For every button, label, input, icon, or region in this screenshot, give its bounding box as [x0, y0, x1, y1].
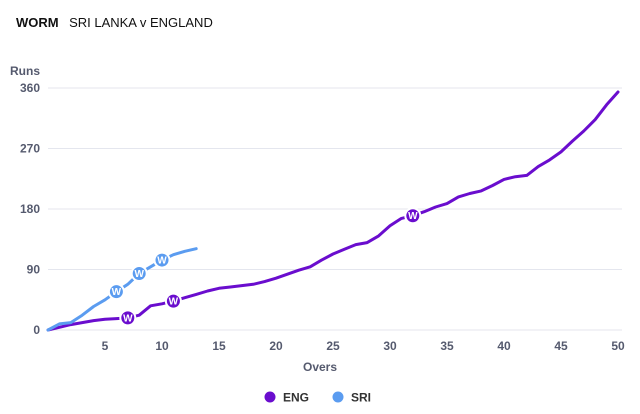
- x-tick-label: 10: [155, 339, 169, 353]
- wicket-label: W: [157, 256, 167, 267]
- chart-title-rest: SRI LANKA v ENGLAND: [69, 15, 213, 30]
- legend-item-eng[interactable]: ENG: [264, 391, 310, 405]
- wicket-marker-sri: W: [107, 283, 125, 301]
- y-tick-label: 90: [27, 263, 41, 277]
- wicket-label: W: [123, 313, 133, 324]
- y-tick-label: 270: [20, 142, 40, 156]
- legend: ENG SRI: [264, 391, 372, 405]
- series-lines: [46, 90, 620, 332]
- x-tick-label: 35: [440, 339, 454, 353]
- legend-label: ENG: [283, 391, 309, 405]
- x-tick-label: 45: [554, 339, 568, 353]
- x-axis-ticks: 5 10 15 20 25 30 35 40 45 50: [102, 339, 625, 353]
- wicket-marker-eng: W: [404, 207, 422, 225]
- chart-title-bold: WORM: [16, 15, 59, 30]
- wicket-dot: [107, 283, 125, 301]
- y-tick-label: 360: [20, 81, 40, 95]
- wicket-dot: [404, 207, 422, 225]
- x-tick-label: 5: [102, 339, 109, 353]
- legend-label: SRI: [351, 391, 371, 405]
- wicket-dot: [164, 292, 182, 310]
- x-tick-label: 50: [611, 339, 625, 353]
- y-axis-ticks: 0 90 180 270 360: [20, 81, 40, 337]
- x-tick-label: 40: [497, 339, 511, 353]
- y-axis-label: Runs: [10, 64, 40, 78]
- gridlines: [48, 87, 622, 331]
- wicket-dot: [119, 309, 137, 327]
- wicket-marker-eng: W: [164, 292, 182, 310]
- wicket-marker-sri: W: [130, 265, 148, 283]
- legend-swatch: [264, 391, 276, 403]
- series-line-eng: [46, 90, 620, 332]
- y-tick-label: 0: [33, 323, 40, 337]
- wicket-marker-sri: W: [153, 251, 171, 269]
- wicket-marker-eng: W: [119, 309, 137, 327]
- x-tick-label: 15: [212, 339, 226, 353]
- wicket-dot: [130, 265, 148, 283]
- wicket-markers: W W W W W W: [107, 207, 422, 327]
- wicket-label: W: [134, 269, 144, 280]
- legend-item-sri[interactable]: SRI: [332, 391, 372, 405]
- wicket-label: W: [408, 211, 418, 222]
- x-axis-label: Overs: [303, 360, 337, 374]
- chart-title: WORM SRI LANKA v ENGLAND: [16, 14, 213, 31]
- legend-swatch: [332, 391, 344, 403]
- wicket-label: W: [169, 297, 179, 308]
- wicket-label: W: [112, 287, 122, 298]
- wicket-dot: [153, 251, 171, 269]
- x-tick-label: 25: [326, 339, 340, 353]
- y-tick-label: 180: [20, 202, 40, 216]
- x-tick-label: 20: [269, 339, 283, 353]
- x-tick-label: 30: [383, 339, 397, 353]
